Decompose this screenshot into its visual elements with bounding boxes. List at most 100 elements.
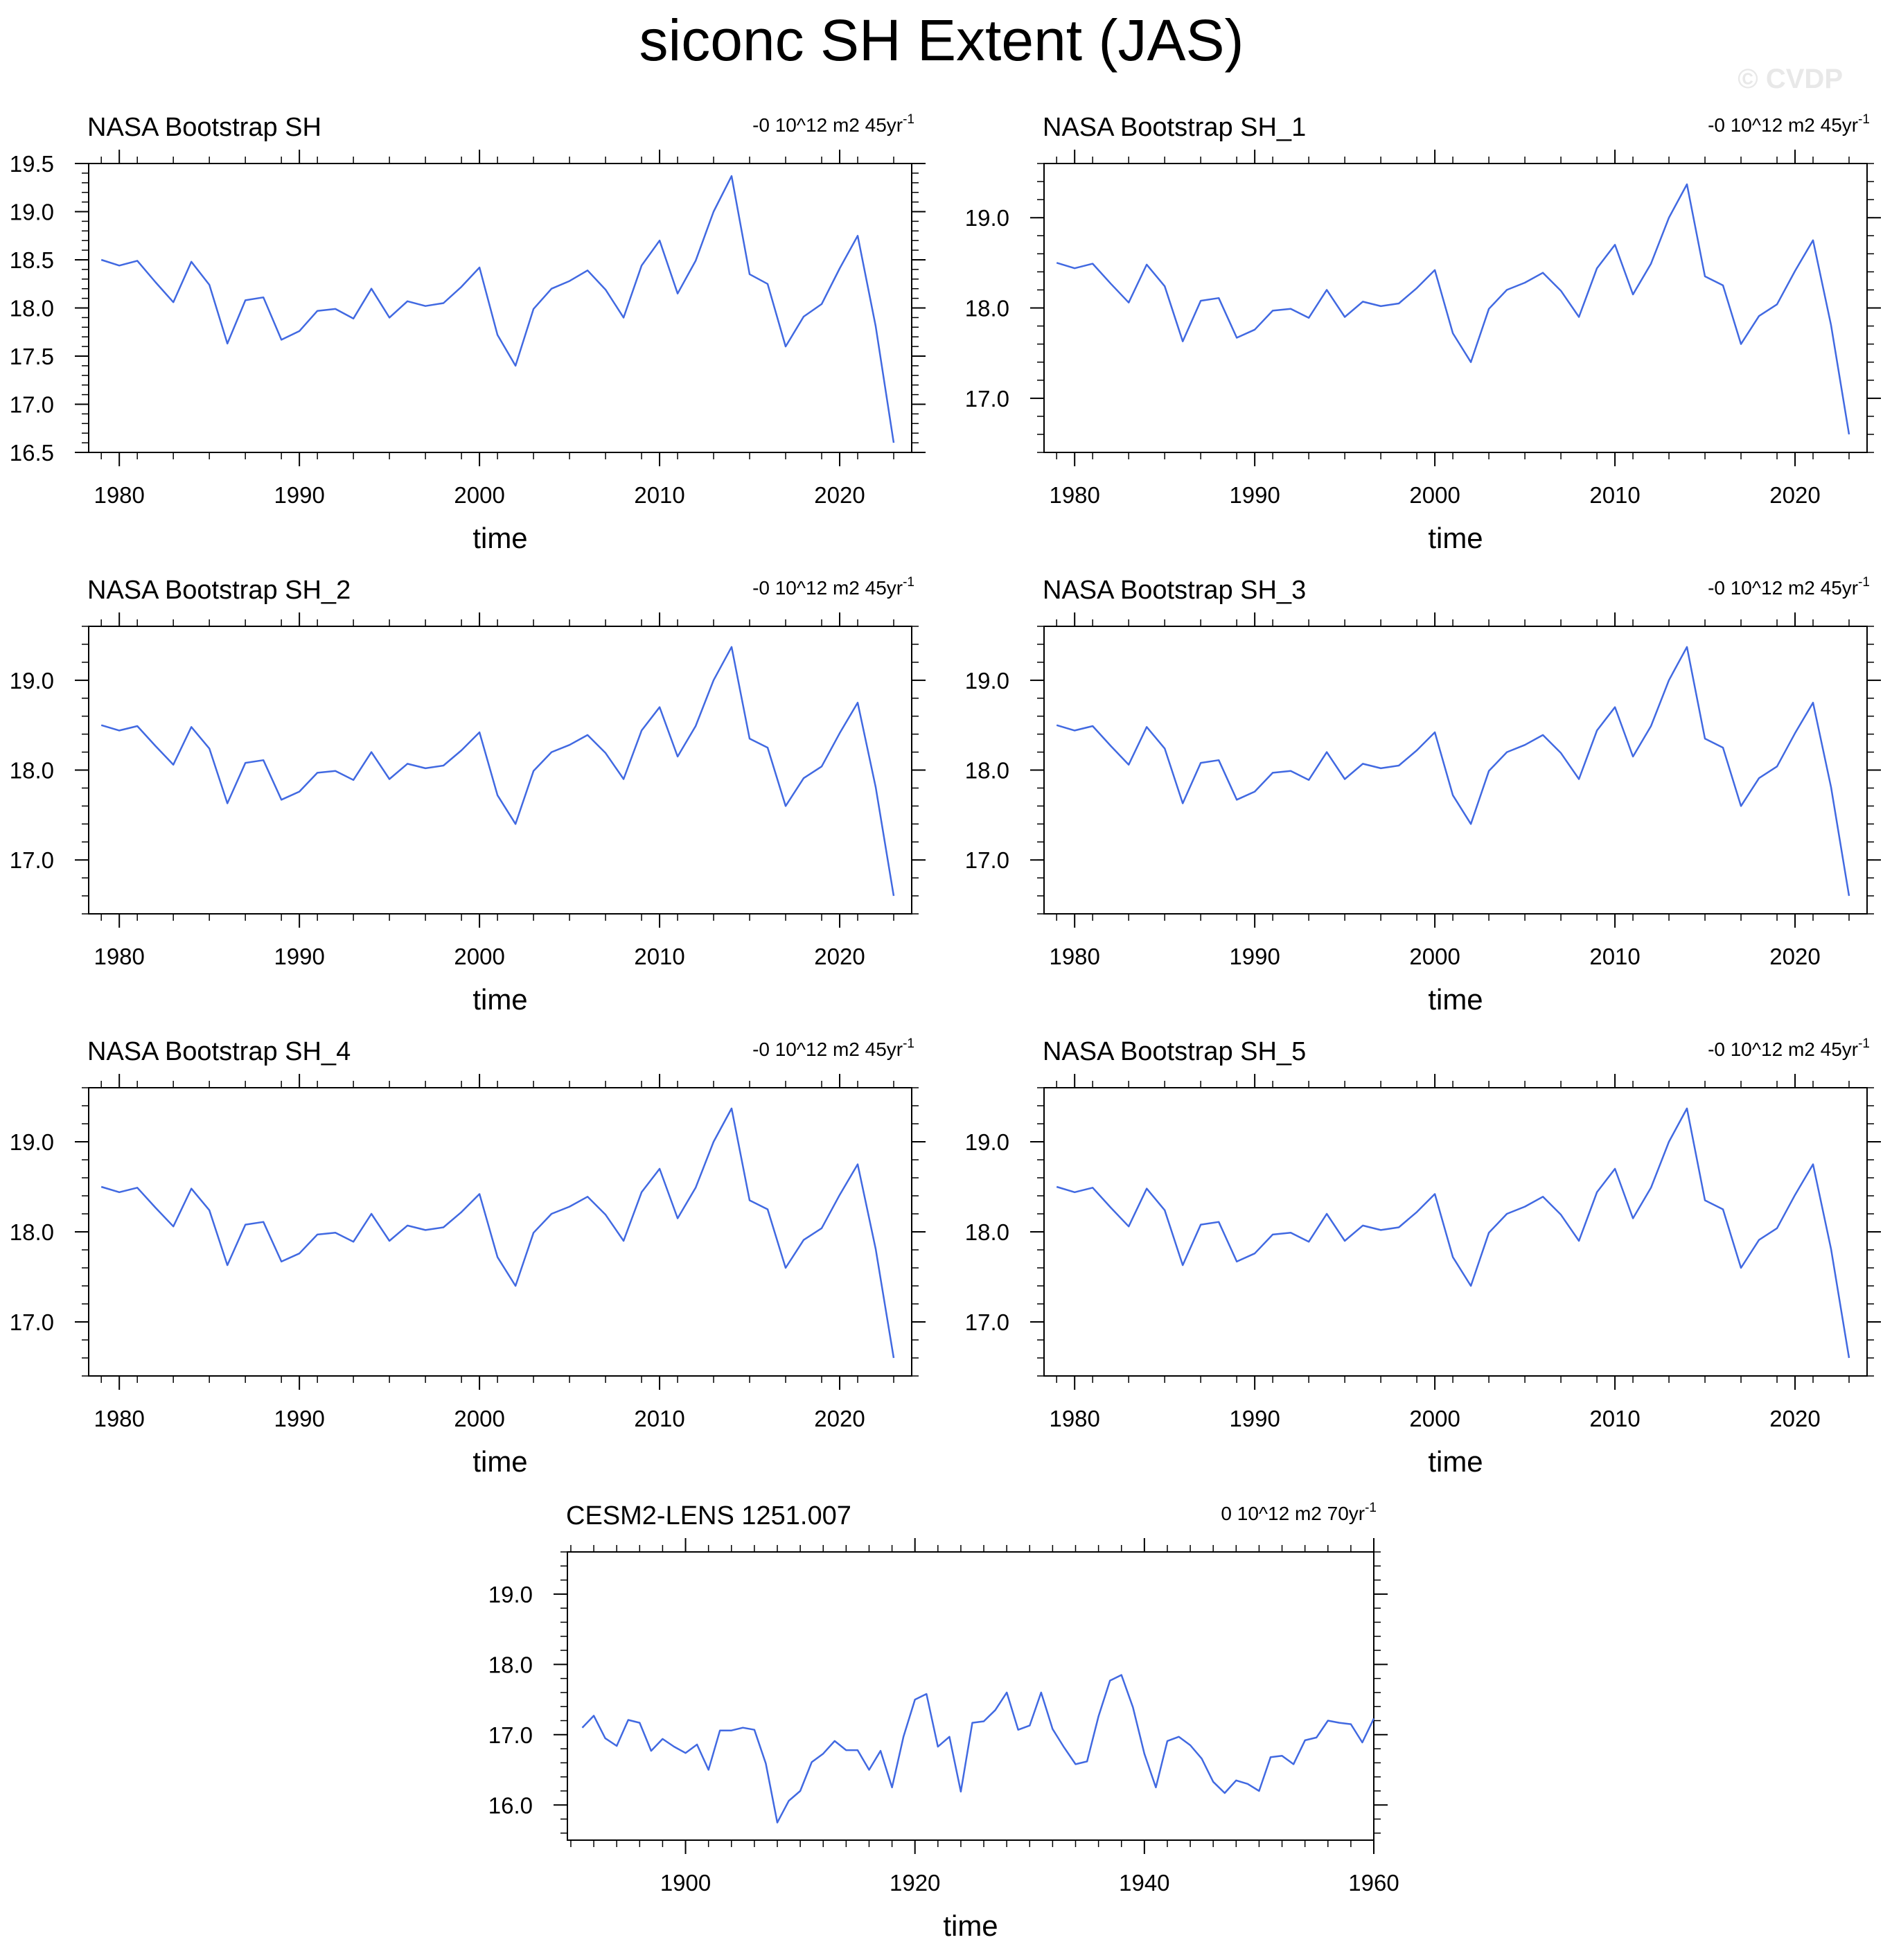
x-tick-label: 2020 [1769, 1406, 1820, 1431]
x-tick-label: 2000 [454, 482, 504, 508]
y-tick-label: 16.0 [488, 1792, 533, 1818]
x-tick-label: 2010 [1589, 482, 1640, 508]
series-line [1056, 183, 1850, 435]
y-tick-label: 18.0 [488, 1652, 533, 1677]
panel-title: NASA Bootstrap SH_2 [87, 576, 351, 605]
x-tick-label: 2010 [634, 944, 684, 969]
panel-title: NASA Bootstrap SH_3 [1043, 576, 1306, 605]
series-line [100, 175, 895, 443]
y-tick-label: 17.0 [10, 847, 54, 873]
x-tick-label: 2020 [814, 482, 865, 508]
x-tick-label: 1980 [94, 482, 144, 508]
x-tick-label: 1980 [1049, 482, 1099, 508]
x-axis-label: time [1428, 1445, 1483, 1478]
x-tick-label: 2010 [1589, 944, 1640, 969]
x-tick-label: 1980 [94, 1406, 144, 1431]
chart-panel-6: NASA Bootstrap SH_5 -0 10^12 m2 45yr-1 198… [965, 1036, 1881, 1478]
y-tick-label: 17.0 [965, 1309, 1009, 1335]
x-axis-label: time [1428, 522, 1483, 554]
y-tick-label: 18.0 [965, 296, 1009, 321]
panel-title: NASA Bootstrap SH_4 [87, 1037, 351, 1066]
y-tick-label: 17.0 [10, 392, 54, 418]
series-line [581, 1674, 1375, 1824]
plot-frame [1043, 163, 1868, 453]
x-tick-label: 1940 [1119, 1870, 1169, 1896]
series-line [1056, 1107, 1850, 1359]
x-axis-label: time [472, 522, 527, 554]
x-tick-label: 2000 [454, 944, 504, 969]
chart-panel-3: NASA Bootstrap SH_2 -0 10^12 m2 45yr-1 198… [10, 575, 926, 1016]
x-tick-label: 1990 [1229, 1406, 1280, 1431]
chart-panel-4: NASA Bootstrap SH_3 -0 10^12 m2 45yr-1 198… [965, 575, 1881, 1016]
y-tick-label: 17.5 [10, 344, 54, 369]
trend-label: -0 10^12 m2 45yr-1 [752, 575, 914, 599]
series-line [100, 1107, 895, 1359]
series-line [100, 646, 895, 897]
panel-title: CESM2-LENS 1251.007 [566, 1501, 851, 1530]
x-tick-label: 2000 [1409, 1406, 1460, 1431]
trend-label: -0 10^12 m2 45yr-1 [1708, 1036, 1870, 1060]
series-line [1056, 646, 1850, 897]
x-axis-label: time [1428, 983, 1483, 1016]
panel-title: NASA Bootstrap SH [87, 113, 321, 142]
plot-frame [1043, 626, 1868, 915]
panel-title: NASA Bootstrap SH_5 [1043, 1037, 1306, 1066]
x-tick-label: 1980 [94, 944, 144, 969]
x-tick-label: 2020 [1769, 944, 1820, 969]
panel-title: NASA Bootstrap SH_1 [1043, 113, 1306, 142]
x-tick-label: 2010 [1589, 1406, 1640, 1431]
plot-frame [1043, 1087, 1868, 1377]
trend-label: -0 10^12 m2 45yr-1 [1708, 112, 1870, 136]
y-tick-label: 19.0 [488, 1582, 533, 1607]
chart-panel-7: CESM2-LENS 1251.007 0 10^12 m2 70yr-1 1900… [488, 1501, 1399, 1942]
x-tick-label: 2000 [454, 1406, 504, 1431]
x-axis-label: time [472, 1445, 527, 1478]
x-tick-label: 1990 [1229, 482, 1280, 508]
x-tick-label: 1980 [1049, 944, 1099, 969]
x-tick-label: 2020 [814, 944, 865, 969]
plot-frame [88, 626, 912, 915]
y-tick-label: 18.0 [10, 1219, 54, 1245]
y-tick-label: 19.0 [10, 1129, 54, 1155]
y-tick-label: 19.0 [10, 668, 54, 694]
y-tick-label: 19.0 [10, 200, 54, 225]
x-axis-label: time [472, 983, 527, 1016]
y-tick-label: 19.0 [965, 668, 1009, 694]
chart-panel-2: NASA Bootstrap SH_1 -0 10^12 m2 45yr-1 198… [965, 112, 1881, 554]
y-tick-label: 17.0 [488, 1722, 533, 1748]
plot-frame [88, 1087, 912, 1377]
x-tick-label: 1990 [274, 1406, 324, 1431]
y-tick-label: 17.0 [10, 1309, 54, 1335]
x-tick-label: 1920 [890, 1870, 940, 1896]
trend-label: -0 10^12 m2 45yr-1 [752, 1036, 914, 1060]
trend-label: -0 10^12 m2 45yr-1 [752, 112, 914, 136]
y-tick-label: 18.0 [10, 296, 54, 321]
plot-frame [88, 163, 912, 453]
x-axis-label: time [943, 1909, 998, 1942]
y-tick-label: 18.0 [965, 1219, 1009, 1245]
y-tick-label: 18.5 [10, 247, 54, 273]
x-tick-label: 1990 [274, 482, 324, 508]
cvdp-watermark: © CVDP [1738, 64, 1843, 94]
y-tick-label: 19.5 [10, 151, 54, 177]
y-tick-label: 19.0 [965, 205, 1009, 231]
trend-label: -0 10^12 m2 45yr-1 [1708, 575, 1870, 599]
x-tick-label: 2020 [1769, 482, 1820, 508]
x-tick-label: 1990 [274, 944, 324, 969]
y-tick-label: 17.0 [965, 386, 1009, 412]
x-tick-label: 2000 [1409, 482, 1460, 508]
x-tick-label: 2020 [814, 1406, 865, 1431]
x-tick-label: 1980 [1049, 1406, 1099, 1431]
y-tick-label: 17.0 [965, 847, 1009, 873]
x-tick-label: 2000 [1409, 944, 1460, 969]
y-tick-label: 16.5 [10, 440, 54, 466]
x-tick-label: 2010 [634, 482, 684, 508]
x-tick-label: 1960 [1348, 1870, 1399, 1896]
trend-label: 0 10^12 m2 70yr-1 [1221, 1501, 1377, 1524]
x-tick-label: 1990 [1229, 944, 1280, 969]
y-tick-label: 19.0 [965, 1129, 1009, 1155]
x-tick-label: 2010 [634, 1406, 684, 1431]
chart-panel-5: NASA Bootstrap SH_4 -0 10^12 m2 45yr-1 198… [10, 1036, 926, 1478]
plot-frame [567, 1551, 1374, 1841]
